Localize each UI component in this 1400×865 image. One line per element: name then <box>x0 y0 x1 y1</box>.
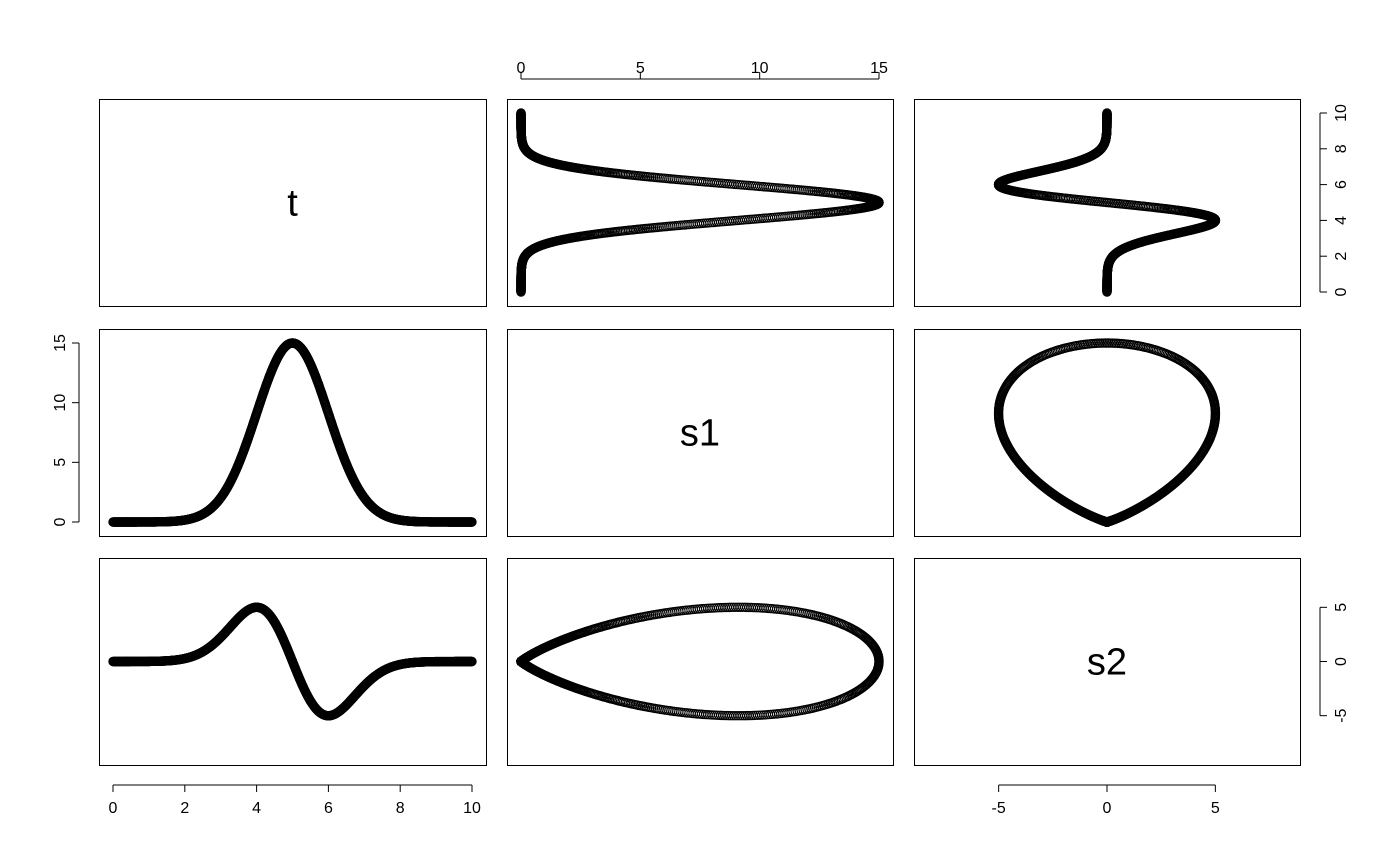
scatter-marks-layer <box>108 108 1221 721</box>
data-point <box>467 517 477 527</box>
scatter-panel-s1-vs-s2 <box>993 338 1221 527</box>
scatter-panel-s2-vs-t <box>108 602 477 721</box>
scatter-panel-t-vs-s1 <box>516 108 884 297</box>
data-point <box>1102 108 1112 118</box>
data-point <box>1102 517 1112 527</box>
scatter-panel-s1-vs-t <box>108 338 477 527</box>
data-point <box>516 108 526 118</box>
scatter-panel-t-vs-s2 <box>993 108 1221 297</box>
